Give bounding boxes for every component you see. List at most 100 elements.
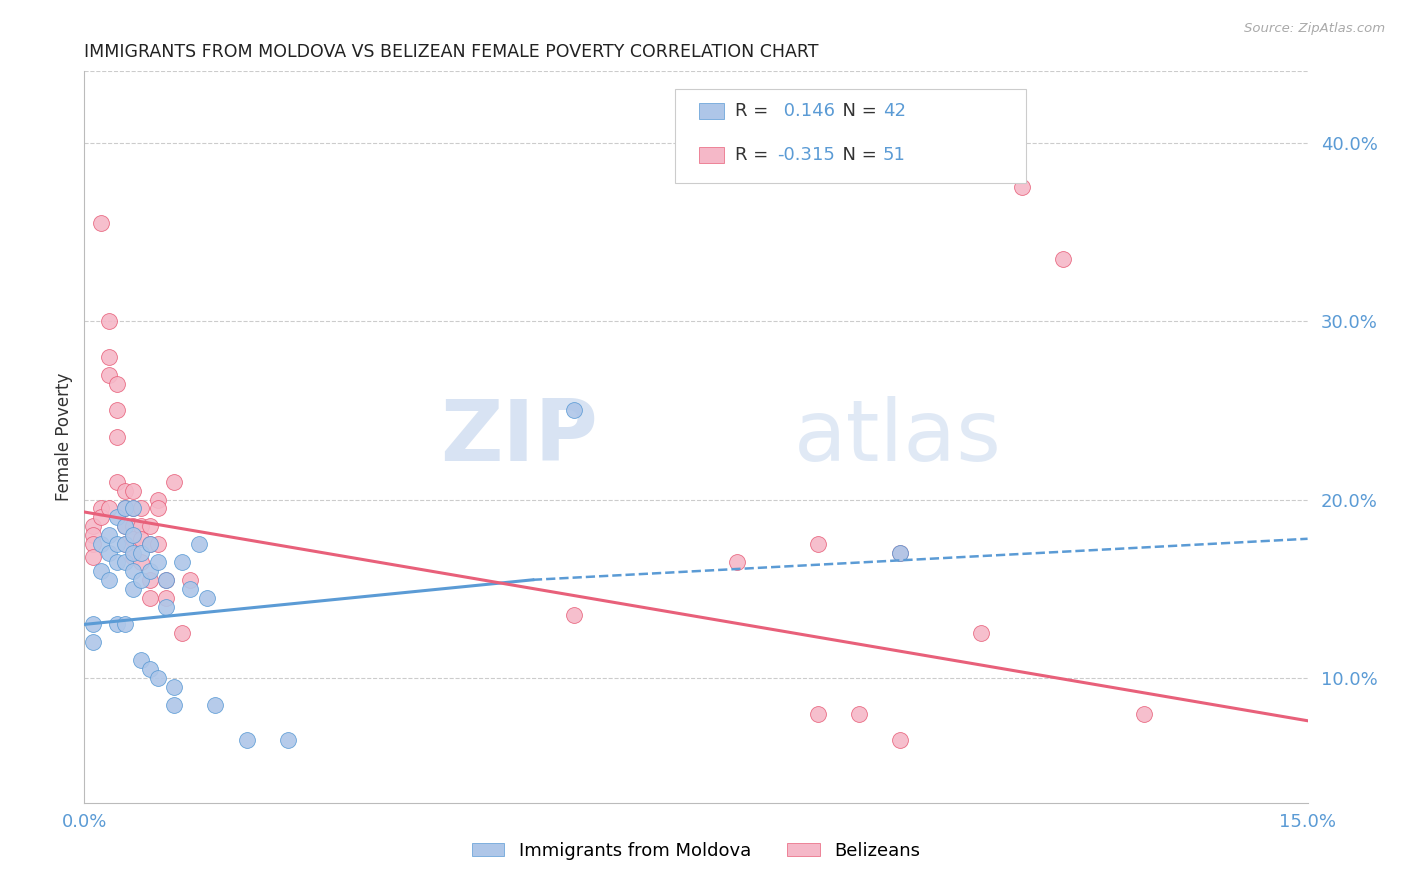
Text: R =: R = [735, 103, 775, 120]
Point [163, 475, 186, 489]
Text: 51: 51 [883, 146, 905, 164]
Point [114, 519, 136, 533]
Point [889, 546, 911, 560]
Point [114, 519, 136, 533]
Point [172, 626, 194, 640]
Point [114, 537, 136, 551]
Point [807, 537, 830, 551]
Point [122, 549, 145, 564]
Point [562, 403, 585, 417]
Point [122, 501, 145, 516]
Point [82, 549, 104, 564]
Point [122, 532, 145, 546]
Point [114, 617, 136, 632]
Point [155, 599, 177, 614]
Point [1011, 180, 1033, 194]
Text: atlas: atlas [794, 395, 1002, 479]
Point [97, 573, 120, 587]
Point [122, 546, 145, 560]
Point [146, 501, 169, 516]
Point [97, 314, 120, 328]
Text: ZIP: ZIP [440, 395, 598, 479]
Point [131, 555, 153, 569]
Point [146, 555, 169, 569]
Point [138, 537, 160, 551]
Text: IMMIGRANTS FROM MOLDOVA VS BELIZEAN FEMALE POVERTY CORRELATION CHART: IMMIGRANTS FROM MOLDOVA VS BELIZEAN FEMA… [84, 44, 818, 62]
Point [1133, 706, 1156, 721]
Point [889, 733, 911, 747]
Point [82, 519, 104, 533]
Point [90, 501, 112, 516]
Point [146, 671, 169, 685]
Point [131, 501, 153, 516]
Point [155, 573, 177, 587]
Point [163, 680, 186, 694]
Point [179, 582, 201, 596]
Point [90, 216, 112, 230]
Point [105, 403, 128, 417]
Text: 42: 42 [883, 103, 905, 120]
Point [807, 706, 830, 721]
Point [131, 532, 153, 546]
Point [179, 573, 201, 587]
Point [131, 519, 153, 533]
Y-axis label: Female Poverty: Female Poverty [55, 373, 73, 501]
Point [90, 510, 112, 524]
Point [889, 546, 911, 560]
Point [122, 528, 145, 542]
Point [195, 591, 218, 605]
Point [105, 376, 128, 391]
Point [90, 564, 112, 578]
Text: R =: R = [735, 146, 775, 164]
Point [155, 591, 177, 605]
Point [131, 573, 153, 587]
Point [122, 582, 145, 596]
Point [138, 662, 160, 676]
Point [105, 617, 128, 632]
Point [122, 483, 145, 498]
Point [146, 537, 169, 551]
Point [138, 564, 160, 578]
Point [970, 626, 993, 640]
Point [97, 528, 120, 542]
Point [122, 564, 145, 578]
Point [114, 501, 136, 516]
Point [82, 537, 104, 551]
Point [138, 519, 160, 533]
Point [155, 573, 177, 587]
Point [82, 635, 104, 649]
Point [122, 519, 145, 533]
Point [187, 537, 209, 551]
Point [105, 555, 128, 569]
Point [97, 350, 120, 364]
Point [277, 733, 299, 747]
Point [114, 483, 136, 498]
Point [82, 617, 104, 632]
Point [97, 501, 120, 516]
Point [236, 733, 259, 747]
Point [131, 653, 153, 667]
Point [172, 555, 194, 569]
Point [1052, 252, 1074, 266]
Point [848, 706, 870, 721]
Text: -0.315: -0.315 [778, 146, 835, 164]
Point [114, 555, 136, 569]
Point [122, 501, 145, 516]
Legend: Immigrants from Moldova, Belizeans: Immigrants from Moldova, Belizeans [464, 835, 928, 867]
Text: Source: ZipAtlas.com: Source: ZipAtlas.com [1244, 22, 1385, 36]
Point [97, 368, 120, 382]
Point [105, 537, 128, 551]
Point [725, 555, 748, 569]
Point [163, 698, 186, 712]
Text: N =: N = [831, 146, 883, 164]
Text: N =: N = [831, 103, 883, 120]
Point [105, 475, 128, 489]
Point [138, 537, 160, 551]
Point [90, 537, 112, 551]
Point [138, 591, 160, 605]
Point [97, 546, 120, 560]
Point [114, 537, 136, 551]
Point [204, 698, 226, 712]
Point [82, 528, 104, 542]
Point [105, 510, 128, 524]
